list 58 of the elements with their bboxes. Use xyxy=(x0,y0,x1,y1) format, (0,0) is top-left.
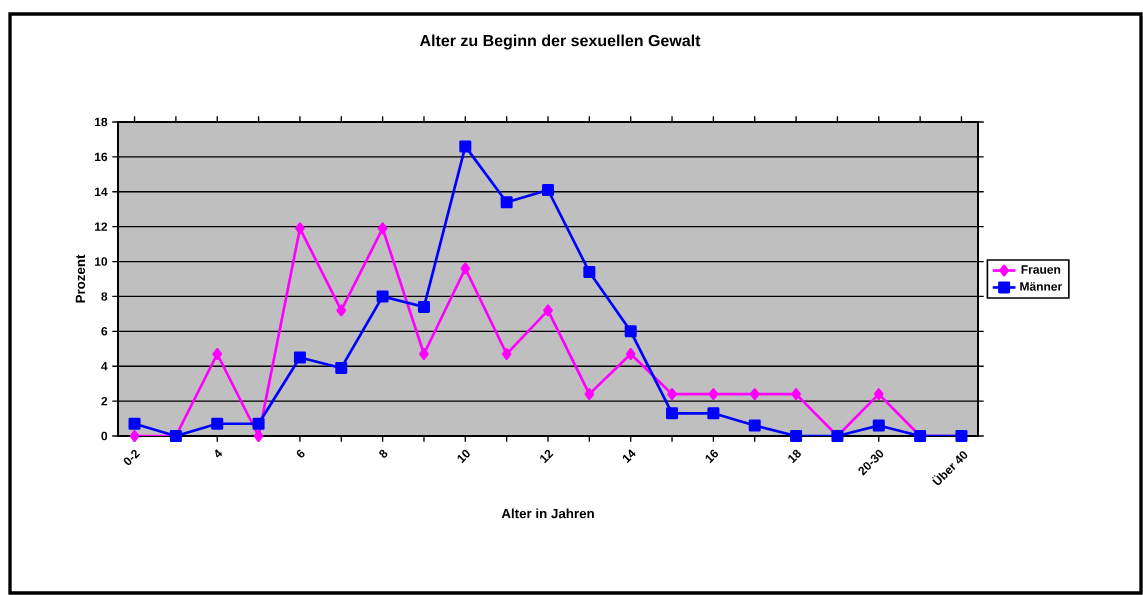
y-tick-label: 18 xyxy=(95,117,108,127)
y-tick-label: 8 xyxy=(101,292,108,301)
x-tick-label: 4 xyxy=(215,449,223,458)
y-tick-label: 4 xyxy=(101,362,108,371)
y-tick-label: 10 xyxy=(95,257,108,266)
point xyxy=(542,184,555,197)
y-tick-label: 6 xyxy=(101,327,108,336)
point xyxy=(583,266,596,279)
point xyxy=(459,140,472,153)
y-tick-label: 16 xyxy=(95,152,108,162)
x-tick-label: 0-2 xyxy=(123,449,141,466)
x-tick-label: 6 xyxy=(296,449,305,458)
x-tick-label: 8 xyxy=(379,449,388,458)
y-axis-title: Prozent xyxy=(75,254,86,303)
point xyxy=(211,417,224,430)
y-tick-label: 14 xyxy=(95,187,108,196)
point xyxy=(872,419,885,432)
point xyxy=(666,407,679,420)
x-axis-title: Alter in Jahren xyxy=(501,508,594,519)
point xyxy=(543,304,553,317)
x-tick-label: 10 xyxy=(457,449,470,464)
y-tick-label: 12 xyxy=(95,222,108,231)
point xyxy=(129,429,140,442)
point xyxy=(873,388,884,401)
x-tick-label: 18 xyxy=(788,449,801,464)
x-tick-label: 14 xyxy=(622,449,636,464)
point xyxy=(419,347,429,361)
point xyxy=(295,222,305,235)
point xyxy=(417,300,430,313)
point xyxy=(460,262,471,275)
point xyxy=(707,407,720,420)
point xyxy=(749,388,760,401)
chart-title: Alter zu Beginn der sexuellen Gewalt xyxy=(419,34,701,50)
point xyxy=(212,347,223,361)
point xyxy=(377,222,388,235)
y-tick-label: 2 xyxy=(101,396,108,406)
point xyxy=(335,361,348,374)
point xyxy=(625,347,636,361)
point xyxy=(128,417,141,430)
point xyxy=(748,419,761,432)
point xyxy=(667,388,677,401)
legend-label: Männer xyxy=(1020,282,1062,291)
point xyxy=(252,417,265,430)
point xyxy=(790,429,803,442)
legend-label: Frauen xyxy=(1021,265,1061,274)
point xyxy=(584,388,595,401)
point xyxy=(501,347,512,361)
point xyxy=(624,325,637,338)
y-tick-label: 0 xyxy=(101,431,108,441)
point xyxy=(708,388,719,401)
x-tick-label: 12 xyxy=(540,449,554,464)
point xyxy=(293,351,306,364)
point xyxy=(253,429,264,442)
point xyxy=(336,304,347,317)
point xyxy=(791,388,801,401)
x-tick-label: 16 xyxy=(705,449,719,464)
point xyxy=(500,196,513,209)
point xyxy=(376,290,389,303)
